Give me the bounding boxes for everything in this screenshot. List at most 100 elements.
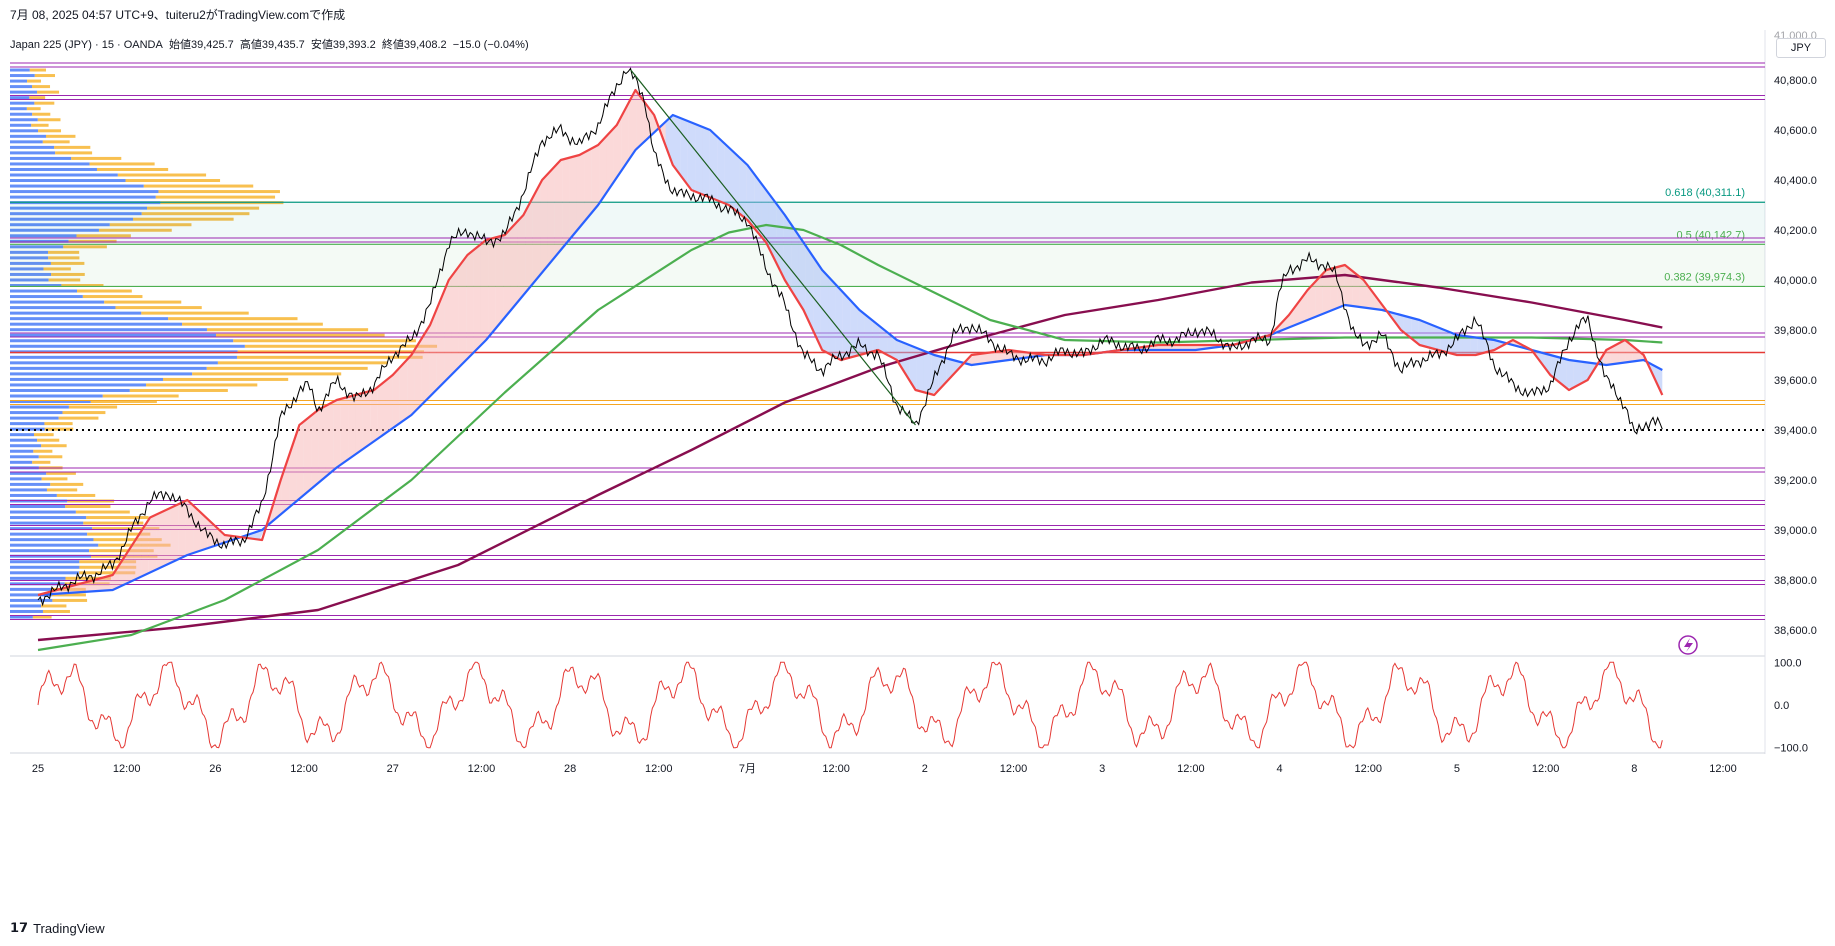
time-axis-tick: 12:00 [1709, 763, 1737, 775]
time-axis-tick: 7月 [739, 763, 756, 775]
time-axis-tick: 12:00 [290, 763, 318, 775]
volume-bar [10, 522, 83, 525]
time-axis-tick: 12:00 [468, 763, 496, 775]
volume-bar [27, 80, 41, 83]
volume-bar [245, 345, 437, 348]
price-axis-tick: 39,200.0 [1774, 475, 1817, 487]
volume-bar [10, 361, 218, 364]
volume-bar [10, 185, 144, 188]
volume-bar [10, 91, 37, 94]
legend-low-label: 安値 [311, 39, 333, 51]
ema-cloud-segment [186, 501, 193, 556]
volume-bar [10, 566, 79, 569]
volume-bar [37, 439, 59, 442]
volume-bar [10, 406, 69, 409]
volume-bar [10, 80, 27, 83]
volume-bar [216, 334, 385, 337]
volume-bar [168, 317, 297, 320]
volume-bar [10, 356, 237, 359]
volume-bar [10, 162, 90, 165]
volume-bar [32, 461, 50, 464]
ema-cloud-segment [717, 137, 724, 204]
oscillator-axis-tick: −100.0 [1774, 743, 1808, 755]
volume-bar [10, 433, 34, 436]
time-axis-tick: 2 [922, 763, 928, 775]
volume-bar [10, 102, 34, 105]
ema-cloud-segment [370, 387, 377, 444]
ema-cloud-segment [355, 393, 362, 454]
volume-bar [10, 588, 52, 591]
lightning-icon [1679, 636, 1697, 654]
volume-bar [10, 461, 32, 464]
volume-bar [10, 146, 54, 149]
volume-bar [10, 339, 233, 342]
volume-bar [158, 190, 279, 193]
ema-cloud-segment [311, 410, 318, 489]
volume-bar [144, 185, 253, 188]
volume-bar [33, 450, 52, 453]
ema-cloud-segment [1426, 323, 1433, 349]
time-axis-tick: 4 [1277, 763, 1283, 775]
volume-bar [130, 389, 228, 392]
volume-bar [35, 74, 55, 77]
volume-bar [10, 395, 103, 398]
volume-bar [76, 511, 130, 514]
volume-bar [10, 544, 98, 547]
ema-cloud-segment [474, 244, 481, 352]
ema-cloud-segment [1337, 265, 1344, 308]
volume-bar [50, 483, 83, 486]
time-axis-tick: 12:00 [1354, 763, 1382, 775]
brand-logo[interactable]: 𝟭𝟳 TradingView [10, 920, 105, 936]
volume-bar [10, 328, 207, 331]
ema-cloud-segment [178, 501, 185, 559]
time-axis-tick: 12:00 [113, 763, 141, 775]
price-axis-tick: 40,800.0 [1774, 75, 1817, 87]
legend-high: 39,435.7 [262, 39, 305, 51]
ema-cloud-segment [511, 221, 518, 311]
volume-bar [31, 124, 48, 127]
ema-cloud-segment [451, 266, 458, 374]
volume-bar [10, 196, 156, 199]
ema-cloud-segment [710, 130, 717, 200]
volume-bar [43, 610, 70, 613]
time-axis-tick: 3 [1099, 763, 1105, 775]
volume-bar [59, 417, 99, 420]
volume-bar [10, 290, 77, 293]
volume-bar [182, 323, 323, 326]
ema-cloud-segment [304, 416, 311, 496]
legend-close-label: 終値 [382, 39, 404, 51]
volume-bar [54, 146, 90, 149]
brand-logo-text: TradingView [33, 921, 105, 936]
volume-bar [103, 395, 179, 398]
ema-cloud-segment [1419, 320, 1426, 347]
volume-bar [10, 511, 76, 514]
price-axis-tick: 40,400.0 [1774, 175, 1817, 187]
volume-bar [10, 411, 62, 414]
volume-bar [10, 488, 47, 491]
volume-bar [47, 488, 77, 491]
volume-bar [10, 334, 216, 337]
price-axis-tick: 39,600.0 [1774, 375, 1817, 387]
fib-level-label: 0.5 (40,142.7) [1677, 229, 1746, 241]
volume-bar [38, 118, 61, 121]
legend-close: 39,408.2 [404, 39, 447, 51]
ema-cloud-segment [688, 121, 695, 191]
volume-bar [57, 494, 95, 497]
chart-header-title: 7月 08, 2025 04:57 UTC+9、tuiteru2がTrading… [10, 6, 345, 23]
legend-symbol: Japan 225 (JPY) · 15 · OANDA [10, 39, 163, 51]
symbol-legend[interactable]: Japan 225 (JPY) · 15 · OANDA 始値39,425.7 … [10, 36, 529, 52]
volume-bar [10, 113, 32, 116]
volume-bar [34, 102, 54, 105]
ema-cloud-segment [341, 397, 348, 465]
time-axis-tick: 12:00 [645, 763, 673, 775]
time-axis-tick: 12:00 [1532, 763, 1560, 775]
ema-cloud-segment [540, 174, 547, 275]
volume-bar [90, 162, 155, 165]
currency-button[interactable]: JPY [1776, 38, 1826, 58]
volume-bar [10, 533, 87, 536]
volume-bar [62, 411, 105, 414]
ema-cloud-segment [156, 511, 163, 569]
volume-bar [10, 367, 207, 370]
